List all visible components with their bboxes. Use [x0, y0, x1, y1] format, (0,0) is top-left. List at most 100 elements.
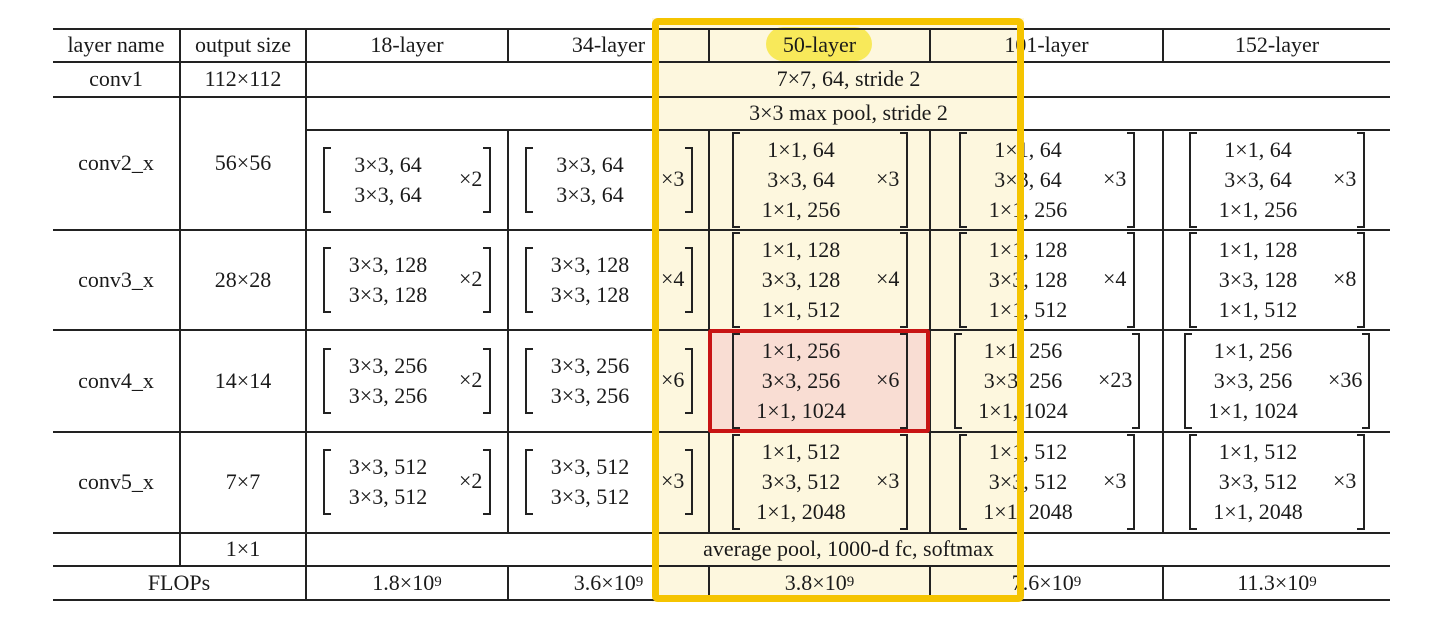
block-line: 3×3, 64 — [1224, 167, 1292, 192]
conv4-name: conv4_x — [78, 367, 154, 393]
header-output-size: output size — [195, 32, 291, 57]
flops-18-exp: 9 — [434, 574, 442, 590]
col-divider-101c — [1162, 565, 1164, 599]
block-line: 1×1, 128 — [1218, 237, 1298, 262]
block-conv5-l101: 1×1, 512 3×3, 512 1×1, 2048 ×3 — [959, 434, 1135, 530]
header-18-layer: 18-layer — [370, 32, 444, 57]
bracket-right — [685, 247, 693, 313]
block-line: 1×1, 128 — [761, 237, 841, 262]
bracket-left — [1189, 132, 1197, 228]
bracket-right — [900, 333, 908, 429]
block-multiplier: ×3 — [1333, 468, 1357, 493]
rule-conv5 — [53, 532, 1390, 534]
bracket-right — [1362, 333, 1370, 429]
conv4-50-layer-highlight-box — [708, 329, 930, 433]
bracket-right — [1357, 132, 1365, 228]
block-line: 3×3, 64 — [994, 167, 1062, 192]
bracket-left — [1184, 333, 1192, 429]
rule-final — [53, 565, 1390, 567]
bracket-right — [483, 147, 491, 213]
block-line: 3×3, 128 — [348, 252, 428, 277]
block-multiplier: ×6 — [661, 367, 685, 392]
block-multiplier: ×4 — [1103, 266, 1127, 291]
block-line: 1×1, 512 — [1218, 297, 1298, 322]
col-divider-size — [305, 28, 307, 599]
block-multiplier: ×4 — [661, 266, 685, 291]
final-spec: average pool, 1000-d fc, softmax — [703, 536, 994, 561]
block-conv4-l18: 3×3, 256 3×3, 256 ×2 — [323, 348, 491, 414]
block-line: 3×3, 512 — [1218, 469, 1298, 494]
block-line: 1×1, 256 — [988, 197, 1068, 222]
block-conv3-l18: 3×3, 128 3×3, 128 ×2 — [323, 247, 491, 313]
flops-152-exp: 9 — [1309, 574, 1317, 590]
block-lines: 1×1, 128 3×3, 128 1×1, 512 — [732, 232, 870, 328]
col-divider-18 — [507, 28, 509, 62]
flops-50-exp: 9 — [846, 574, 855, 590]
col-divider-name — [179, 28, 181, 566]
col-divider-50c — [929, 565, 931, 599]
block-lines: 1×1, 512 3×3, 512 1×1, 2048 — [732, 434, 870, 530]
block-line: 3×3, 128 — [761, 267, 841, 292]
block-lines: 3×3, 64 3×3, 64 — [525, 147, 655, 213]
conv3-size: 28×28 — [214, 266, 272, 292]
block-conv5-l34: 3×3, 512 3×3, 512 ×3 — [525, 449, 693, 515]
bracket-left — [732, 232, 740, 328]
bracket-right — [685, 147, 693, 213]
col-divider-34c — [708, 565, 710, 599]
conv2-name: conv2_x — [78, 150, 154, 175]
block-line: 3×3, 64 — [556, 182, 624, 207]
block-lines: 3×3, 256 3×3, 256 — [323, 348, 453, 414]
block-conv2-l34: 3×3, 64 3×3, 64 ×3 — [525, 147, 693, 213]
bracket-right — [1127, 434, 1135, 530]
rule-conv1 — [53, 96, 1390, 98]
flops-34-base: 3.6×10 — [573, 569, 636, 595]
block-line: 3×3, 128 — [550, 282, 630, 307]
header-layer-name: layer name — [67, 32, 165, 57]
bracket-left — [323, 147, 331, 213]
block-line: 3×3, 256 — [1213, 368, 1293, 393]
conv4-size: 14×14 — [214, 367, 272, 393]
block-conv5-l50: 1×1, 512 3×3, 512 1×1, 2048 ×3 — [732, 434, 908, 530]
header-50-layer: 50-layer — [782, 32, 857, 57]
flops-152: 11.3×10 9 — [1164, 566, 1390, 599]
block-lines: 3×3, 128 3×3, 128 — [525, 247, 655, 313]
block-line: 1×1, 2048 — [983, 499, 1073, 524]
flops-50: 3.8×10 9 — [710, 566, 929, 599]
rule-top — [53, 28, 1390, 30]
conv1-spec: 7×7, 64, stride 2 — [776, 66, 921, 91]
bracket-left — [323, 348, 331, 414]
bracket-left — [959, 232, 967, 328]
block-line: 3×3, 256 — [348, 383, 428, 408]
flops-50-base: 3.8×10 — [784, 569, 847, 595]
block-conv3-l50: 1×1, 128 3×3, 128 1×1, 512 ×4 — [732, 232, 908, 328]
col-divider-50 — [929, 28, 931, 62]
block-lines: 1×1, 128 3×3, 128 1×1, 512 — [959, 232, 1097, 328]
block-lines: 1×1, 256 3×3, 256 1×1, 1024 — [732, 333, 870, 429]
bracket-right — [900, 232, 908, 328]
header-34-layer: 34-layer — [571, 32, 646, 57]
pool-spec: 3×3 max pool, stride 2 — [749, 100, 948, 125]
block-line: 3×3, 64 — [767, 167, 835, 192]
block-multiplier: ×2 — [459, 468, 483, 493]
bracket-left — [954, 333, 962, 429]
block-multiplier: ×6 — [876, 367, 900, 392]
bracket-right — [685, 449, 693, 515]
block-line: 3×3, 512 — [550, 484, 630, 509]
bracket-right — [1132, 333, 1140, 429]
block-line: 1×1, 64 — [994, 137, 1062, 162]
bracket-right — [483, 348, 491, 414]
block-lines: 1×1, 512 3×3, 512 1×1, 2048 — [959, 434, 1097, 530]
bracket-right — [900, 434, 908, 530]
conv3-name: conv3_x — [78, 266, 154, 292]
block-line: 3×3, 128 — [1218, 267, 1298, 292]
block-conv2-l18: 3×3, 64 3×3, 64 ×2 — [323, 147, 491, 213]
block-multiplier: ×2 — [459, 166, 483, 191]
bracket-left — [959, 132, 967, 228]
block-lines: 3×3, 64 3×3, 64 — [323, 147, 453, 213]
block-multiplier: ×3 — [661, 468, 685, 493]
block-line: 3×3, 256 — [550, 383, 630, 408]
block-conv2-l101: 1×1, 64 3×3, 64 1×1, 256 ×3 — [959, 132, 1135, 228]
bracket-left — [323, 449, 331, 515]
block-line: 3×3, 256 — [761, 368, 841, 393]
